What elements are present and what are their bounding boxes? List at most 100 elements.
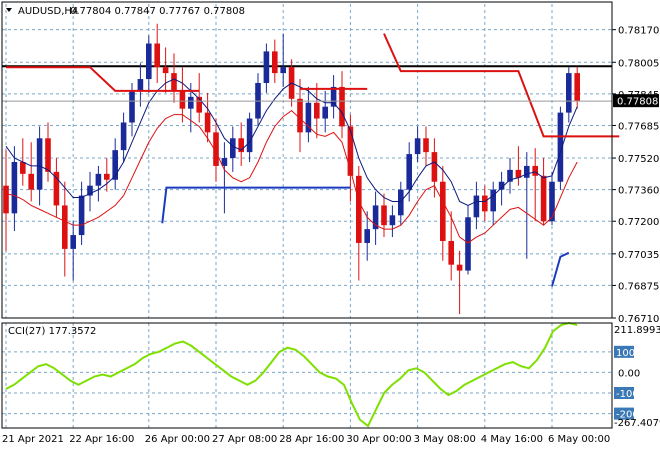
candle-bear [339,86,345,127]
candle-bear [431,152,438,182]
step-line-blue [161,186,351,224]
symbol-label: AUDUSD,H4 [18,6,78,17]
ohlc-values: 0.77804 0.77847 0.77767 0.77808 [70,6,245,17]
candle-bull [406,154,412,190]
candle-bear [297,98,303,133]
candle-bull [246,118,253,153]
cci-level-box [614,345,634,358]
candle-bear [162,67,169,74]
ma-fast-line [5,78,578,206]
candle-bear [423,138,429,153]
candle-bull [498,181,505,190]
cci-tick-label: -100 [616,389,639,400]
candle-bull [507,169,513,182]
candle-bull [36,138,43,190]
price-frame [1,1,613,319]
cci-panel [2,321,612,428]
y-tick-label: 0.77685 [618,121,659,132]
cci-tick-label: 100 [616,348,635,359]
candle-bull [566,73,572,113]
y-tick-label: 0.76710 [618,314,659,325]
candle-bull [549,181,555,222]
cci-level-box [614,407,634,420]
cci-frame [1,322,613,429]
candle-bull [146,43,152,80]
candle-bull [330,86,337,107]
y-tick-label: 0.77360 [618,186,659,197]
current-price-box [613,94,659,108]
cci-bottom-value: -267.4079 [614,418,660,429]
candle-bull [137,79,144,91]
candle-bear [28,173,34,190]
candle-bear [179,90,186,109]
candle-bull [11,161,18,214]
cci-level-box [614,387,634,399]
cci-line [5,321,578,428]
cci-top-value: 211.8993 [614,325,660,336]
cci-tick-label: -200 [616,410,639,421]
candle-bear [196,96,202,113]
candle-bear [347,126,354,176]
candle-bear [20,161,26,174]
candle-bear [213,132,219,166]
x-tick-label: 4 May 16:00 [481,434,543,445]
candle-bull [120,122,127,151]
candle-bear [540,175,547,222]
candle-bull [465,217,471,271]
candle-bear [104,173,110,180]
candle-bull [322,106,328,119]
x-tick-label: 26 Apr 00:00 [145,434,210,445]
candle-bear [272,51,278,74]
candle-bull [414,138,421,155]
candle-bull [490,189,496,212]
y-tick-label: 0.77200 [618,217,659,228]
candle-bear [3,185,9,214]
candle-bear [171,73,177,91]
candle-bull [230,138,236,159]
price-panel [2,4,620,319]
dropdown-arrow-icon[interactable] [6,8,12,12]
candle-bull [524,165,530,178]
candle-bull [129,90,135,123]
candle-bear [574,73,580,101]
candle-bull [557,112,564,182]
candle-bear [45,138,51,172]
candle-bear [440,181,446,241]
candle-bull [364,229,370,243]
candle-bear [448,240,454,265]
candle-bear [62,205,68,249]
candle-bear [238,138,244,153]
x-tick-label: 6 May 00:00 [548,434,610,445]
candle-bull [70,235,76,249]
step-line-blue [551,251,570,287]
candle-bear [154,43,160,68]
candle-bull [473,195,480,218]
y-tick-label: 0.77035 [618,250,659,261]
x-tick-label: 22 Apr 16:00 [69,434,134,445]
candle-bear [532,165,538,176]
candle-bull [263,51,270,83]
candle-bull [188,96,194,109]
candle-bull [305,102,312,133]
x-tick-label: 3 May 08:00 [414,434,476,445]
candle-bear [381,205,387,226]
candle-bull [280,67,286,74]
candle-bear [53,171,60,206]
y-tick-label: 0.77520 [618,154,659,165]
candle-bull [398,189,404,216]
y-tick-label: 0.78005 [618,58,659,69]
ma-slow-line [5,109,578,244]
x-tick-label: 27 Apr 08:00 [212,434,277,445]
step-line-red [383,33,620,138]
candle-bull [78,195,85,236]
y-tick-label: 0.76875 [618,281,659,292]
x-tick-label: 28 Apr 16:00 [279,434,344,445]
candle-bear [482,195,488,212]
x-tick-label: 30 Apr 00:00 [346,434,411,445]
candle-bear [456,264,463,271]
candle-bull [221,158,228,166]
candle-bull [389,215,396,226]
candle-bear [314,102,320,119]
candle-bear [204,112,211,133]
candle-bear [356,175,362,243]
